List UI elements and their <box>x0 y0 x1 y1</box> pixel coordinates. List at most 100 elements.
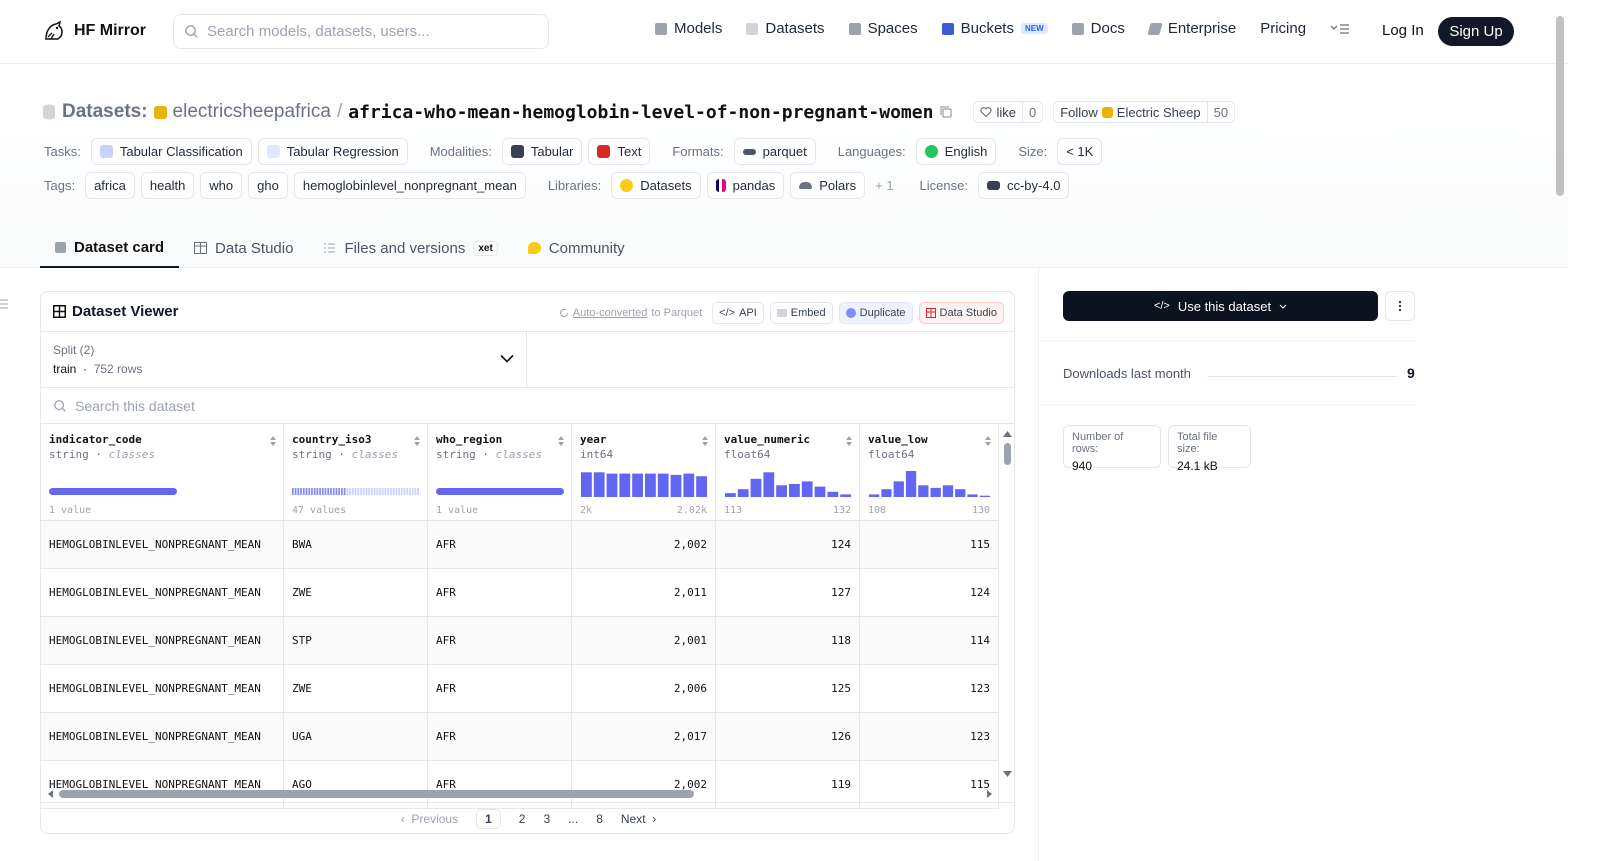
table-cell[interactable]: 118 <box>716 617 860 664</box>
signup-button[interactable]: Sign Up <box>1438 17 1514 46</box>
table-row[interactable]: HEMOGLOBINLEVEL_NONPREGNANT_MEAN AGO AFR 2,… <box>41 761 999 809</box>
library-polars[interactable]: Polars <box>790 172 866 199</box>
table-cell[interactable]: 2,011 <box>572 569 716 616</box>
next-page-button[interactable]: Next › <box>620 812 657 826</box>
table-cell[interactable]: AFR <box>428 713 572 760</box>
page-scrollbar-thumb[interactable] <box>1556 16 1564 196</box>
table-cell[interactable]: 127 <box>716 569 860 616</box>
table-cell[interactable]: 114 <box>860 617 999 664</box>
use-dataset-button[interactable]: </> Use this dataset <box>1063 291 1378 321</box>
table-cell[interactable]: HEMOGLOBINLEVEL_NONPREGNANT_MEAN <box>41 521 284 568</box>
table-cell[interactable]: HEMOGLOBINLEVEL_NONPREGNANT_MEAN <box>41 569 284 616</box>
table-row[interactable]: HEMOGLOBINLEVEL_NONPREGNANT_MEAN BWA AFR 2,… <box>41 521 999 569</box>
tab-data-studio[interactable]: Data Studio <box>179 228 308 268</box>
table-cell[interactable]: 2,017 <box>572 713 716 760</box>
table-cell[interactable]: 123 <box>860 713 999 760</box>
table-cell[interactable]: ZWE <box>284 569 428 616</box>
table-cell[interactable]: AFR <box>428 761 572 808</box>
tab-dataset-card[interactable]: Dataset card <box>40 228 180 268</box>
global-search-input[interactable] <box>207 23 527 40</box>
login-link[interactable]: Log In <box>1382 22 1424 39</box>
nav-datasets[interactable]: Datasets <box>746 20 825 37</box>
table-cell[interactable]: AGO <box>284 761 428 808</box>
data-studio-button[interactable]: Data Studio <box>918 302 1004 324</box>
tag-who[interactable]: who <box>200 172 243 199</box>
table-cell[interactable]: AFR <box>428 617 572 664</box>
copy-icon[interactable] <box>939 105 953 119</box>
dataset-owner[interactable]: electricsheepafrica <box>172 101 331 122</box>
horizontal-scrollbar[interactable] <box>41 786 999 802</box>
table-cell[interactable]: AFR <box>428 521 572 568</box>
table-cell[interactable]: 119 <box>716 761 860 808</box>
table-cell[interactable]: 2,001 <box>572 617 716 664</box>
table-cell[interactable]: HEMOGLOBINLEVEL_NONPREGNANT_MEAN <box>41 665 284 712</box>
tab-community[interactable]: Community <box>513 228 640 268</box>
column-header-who-region[interactable]: who_region string · classes 1 value <box>428 425 572 520</box>
sort-icon[interactable] <box>557 435 565 447</box>
page-3[interactable]: 3 <box>543 812 551 826</box>
tab-files[interactable]: Files and versions xet <box>308 228 512 268</box>
table-cell[interactable]: 126 <box>716 713 860 760</box>
table-row[interactable]: HEMOGLOBINLEVEL_NONPREGNANT_MEAN ZWE AFR 2,… <box>41 665 999 713</box>
api-button[interactable]: </> API <box>712 302 764 324</box>
dataset-search[interactable] <box>41 388 1014 424</box>
table-cell[interactable]: BWA <box>284 521 428 568</box>
table-cell[interactable]: AFR <box>428 569 572 616</box>
table-cell[interactable]: 115 <box>860 761 999 808</box>
libraries-more[interactable]: + 1 <box>875 178 894 193</box>
table-cell[interactable]: ZWE <box>284 665 428 712</box>
nav-pricing[interactable]: Pricing <box>1260 20 1306 37</box>
nav-spaces[interactable]: Spaces <box>848 20 918 37</box>
dataset-search-input[interactable] <box>75 397 475 414</box>
task-tabular-regression[interactable]: Tabular Regression <box>257 138 408 165</box>
nav-enterprise[interactable]: Enterprise <box>1147 20 1236 37</box>
sort-icon[interactable] <box>845 435 853 447</box>
table-cell[interactable]: 123 <box>860 665 999 712</box>
table-cell[interactable]: STP <box>284 617 428 664</box>
table-cell[interactable]: AFR <box>428 665 572 712</box>
table-cell[interactable]: 2,002 <box>572 761 716 808</box>
library-datasets[interactable]: Datasets <box>611 172 701 199</box>
table-row[interactable]: HEMOGLOBINLEVEL_NONPREGNANT_MEAN STP AFR 2,… <box>41 617 999 665</box>
column-header-value-low[interactable]: value_low float64 108 130 <box>860 425 999 520</box>
column-header-country-iso3[interactable]: country_iso3 string · classes 47 values <box>284 425 428 520</box>
language-english[interactable]: English <box>915 138 997 165</box>
sort-icon[interactable] <box>413 435 421 447</box>
table-row[interactable]: HEMOGLOBINLEVEL_NONPREGNANT_MEAN ZWE AFR 2,… <box>41 569 999 617</box>
sort-icon[interactable] <box>701 435 709 447</box>
table-cell[interactable]: 2,002 <box>572 521 716 568</box>
previous-page-button[interactable]: ‹ Previous <box>400 812 459 826</box>
page-2[interactable]: 2 <box>518 812 526 826</box>
column-header-indicator-code[interactable]: indicator_code string · classes 1 value <box>41 425 284 520</box>
nav-models[interactable]: Models <box>655 20 722 37</box>
menu-icon[interactable] <box>1330 22 1350 36</box>
tag-gho[interactable]: gho <box>248 172 288 199</box>
format-parquet[interactable]: parquet <box>733 138 816 165</box>
license-tag[interactable]: cc-by-4.0 <box>977 172 1070 199</box>
tag-health[interactable]: health <box>140 172 195 199</box>
split-selector[interactable]: Split (2) train · 752 rows <box>41 332 527 388</box>
column-header-year[interactable]: year int64 2k 2.02k <box>572 425 716 520</box>
nav-buckets[interactable]: Buckets NEW <box>941 20 1048 37</box>
table-cell[interactable]: HEMOGLOBINLEVEL_NONPREGNANT_MEAN <box>41 617 284 664</box>
modality-text[interactable]: Text <box>588 138 651 165</box>
like-button[interactable]: like 0 <box>973 101 1044 123</box>
table-cell[interactable]: UGA <box>284 713 428 760</box>
task-tabular-classification[interactable]: Tabular Classification <box>90 138 252 165</box>
table-cell[interactable]: 2,006 <box>572 665 716 712</box>
tag-africa[interactable]: africa <box>85 172 135 199</box>
duplicate-button[interactable]: Duplicate <box>838 302 913 324</box>
column-header-value-numeric[interactable]: value_numeric float64 113 132 <box>716 425 860 520</box>
table-cell[interactable]: HEMOGLOBINLEVEL_NONPREGNANT_MEAN <box>41 761 284 808</box>
nav-docs[interactable]: Docs <box>1071 20 1125 37</box>
page-1[interactable]: 1 <box>476 809 501 829</box>
dataset-name[interactable]: africa-who-mean-hemoglobin-level-of-non-… <box>348 101 934 123</box>
embed-button[interactable]: Embed <box>769 302 833 324</box>
vertical-scrollbar[interactable] <box>999 425 1015 785</box>
more-options-button[interactable] <box>1385 291 1415 321</box>
modality-tabular[interactable]: Tabular <box>501 138 583 165</box>
table-cell[interactable]: 124 <box>860 569 999 616</box>
page-8[interactable]: 8 <box>596 812 603 826</box>
auto-converted-link[interactable]: Auto-converted <box>572 307 648 319</box>
sort-icon[interactable] <box>984 435 992 447</box>
